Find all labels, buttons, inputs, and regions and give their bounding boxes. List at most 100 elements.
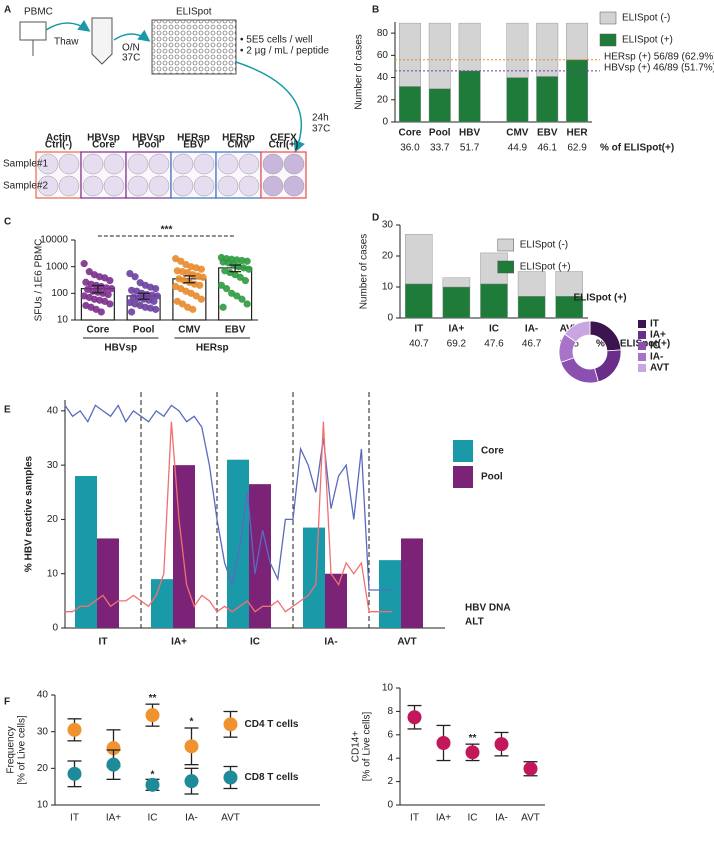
x-tick-label: CMV — [506, 128, 529, 139]
significance: * — [151, 769, 155, 780]
y-tick-label: 40 — [47, 405, 59, 416]
percent-label: 33.7 — [430, 143, 450, 154]
significance: ** — [149, 693, 157, 704]
well — [82, 153, 104, 175]
y-tick-label: 20 — [47, 514, 59, 525]
percent-title: % of ELISpot(+) — [600, 143, 674, 154]
group-label: HERsp — [196, 343, 229, 354]
percent-label: 51.7 — [460, 143, 480, 154]
well-label: HERsp — [177, 133, 210, 144]
bar — [303, 527, 325, 628]
percent-label: 62.9 — [567, 143, 587, 154]
x-tick-label: IA+ — [436, 813, 451, 824]
sample-label: PBMC — [24, 7, 53, 18]
legend-label: IA- — [650, 352, 663, 363]
well-label: Core — [92, 140, 115, 151]
data-point — [241, 277, 250, 285]
y-tick-label: 60 — [377, 50, 389, 61]
y-tick-label: 30 — [37, 726, 49, 737]
bar — [325, 573, 347, 628]
plate-label: ELISpot — [176, 7, 212, 18]
x-tick-label: IT — [99, 637, 108, 648]
y-tick-label: 1000 — [46, 261, 69, 272]
legend-swatch — [497, 238, 515, 252]
legend-swatch — [638, 353, 646, 361]
y-tick-label: 10000 — [40, 235, 68, 246]
y-tick-label: 4 — [387, 753, 393, 764]
legend-swatch — [638, 331, 646, 339]
well — [148, 175, 170, 197]
bar-segment — [398, 22, 421, 87]
y-tick-label: 10 — [382, 282, 394, 293]
arrow — [235, 61, 305, 153]
x-tick-label: IA- — [525, 324, 538, 335]
y-tick-label: 8 — [387, 706, 393, 717]
bar-segment — [398, 86, 421, 123]
bar-segment — [428, 88, 451, 123]
y-tick-label: 100 — [51, 288, 68, 299]
bar-segment — [405, 234, 433, 285]
bar-segment — [566, 59, 589, 123]
percent-label: 44.9 — [508, 143, 528, 154]
bar-segment — [517, 296, 546, 319]
well — [172, 175, 194, 197]
data-point — [436, 735, 451, 750]
data-point — [184, 774, 199, 789]
well — [238, 175, 260, 197]
bar-segment — [536, 22, 559, 77]
data-point — [494, 737, 509, 752]
well — [127, 175, 149, 197]
y-tick-label: 0 — [387, 800, 393, 811]
line — [65, 421, 392, 613]
well — [172, 153, 194, 175]
x-tick-label: AVT — [397, 637, 416, 648]
significance: ** — [469, 733, 477, 744]
donut-slice — [564, 320, 591, 343]
legend-swatch — [638, 342, 646, 350]
bar — [151, 579, 173, 628]
step-label: Thaw — [54, 37, 79, 48]
panel-letter: F — [4, 697, 10, 708]
bar — [379, 560, 401, 628]
bar-segment — [536, 76, 559, 123]
legend-label: ELISpot (+) — [520, 262, 571, 273]
y-tick-label: 30 — [382, 220, 394, 231]
bar-segment — [506, 77, 529, 123]
data-point — [196, 281, 204, 289]
data-point — [245, 265, 253, 273]
bar-segment — [458, 22, 481, 72]
x-tick-label: Core — [86, 325, 109, 336]
reference-label: HERsp (+) 56/89 (62.9%) — [604, 51, 714, 62]
x-tick-label: IA- — [495, 813, 508, 824]
y-tick-label: 6 — [387, 729, 393, 740]
x-tick-label: CMV — [178, 325, 201, 336]
well — [58, 175, 80, 197]
x-tick-label: EBV — [225, 325, 246, 336]
well-label: HBVsp — [132, 133, 165, 144]
percent-label: 46.7 — [522, 339, 542, 350]
x-tick-label: EBV — [537, 128, 558, 139]
y-axis-sublabel: [% of Live cells] — [362, 712, 373, 782]
x-tick-label: AVT — [521, 813, 540, 824]
data-point — [197, 265, 205, 273]
well-label: Ctrl(+) — [269, 140, 299, 151]
line-label: HBV DNA — [465, 603, 511, 614]
y-axis-label: Frequency — [6, 726, 17, 773]
data-point — [219, 303, 227, 311]
y-tick-label: 10 — [382, 683, 394, 694]
panel-letter: A — [4, 5, 11, 16]
legend-swatch — [453, 440, 473, 462]
y-tick-label: 20 — [382, 251, 394, 262]
condition: • 5E5 cells / well — [240, 35, 312, 46]
data-point — [97, 308, 105, 316]
percent-label: 69.2 — [447, 339, 467, 350]
legend-label: Pool — [481, 472, 503, 483]
tube — [91, 17, 113, 65]
bar — [75, 476, 97, 628]
x-tick-label: AVT — [221, 813, 240, 824]
legend-label: IC — [650, 341, 660, 352]
bar-segment — [506, 22, 529, 78]
data-point — [104, 290, 112, 299]
x-tick-label: Core — [399, 128, 422, 139]
